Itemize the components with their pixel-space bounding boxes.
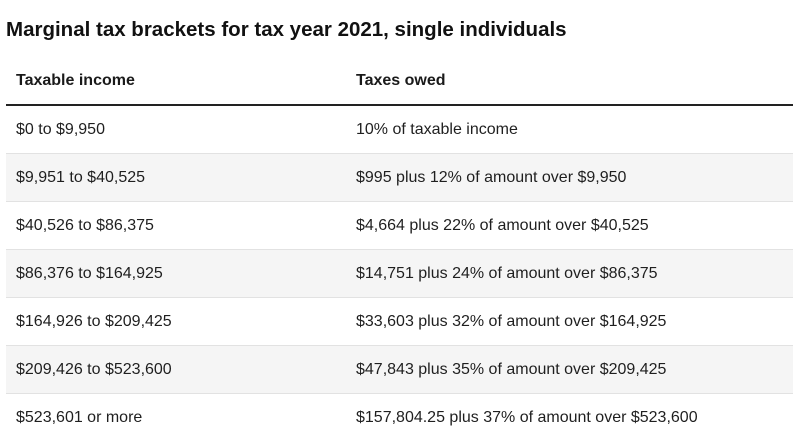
tax-brackets-table: Taxable income Taxes owed $0 to $9,950 1… [6,58,793,441]
taxable-income-cell: $0 to $9,950 [6,105,346,154]
taxes-owed-cell: $47,843 plus 35% of amount over $209,425 [346,346,793,394]
column-header-taxable-income: Taxable income [6,58,346,105]
taxes-owed-cell: 10% of taxable income [346,105,793,154]
taxable-income-cell: $86,376 to $164,925 [6,250,346,298]
taxes-owed-cell: $4,664 plus 22% of amount over $40,525 [346,202,793,250]
header-row: Taxable income Taxes owed [6,58,793,105]
page-title: Marginal tax brackets for tax year 2021,… [6,16,567,44]
table-row: $209,426 to $523,600 $47,843 plus 35% of… [6,346,793,394]
table-row: $86,376 to $164,925 $14,751 plus 24% of … [6,250,793,298]
table-row: $40,526 to $86,375 $4,664 plus 22% of am… [6,202,793,250]
table-body: $0 to $9,950 10% of taxable income $9,95… [6,105,793,441]
taxes-owed-cell: $157,804.25 plus 37% of amount over $523… [346,394,793,441]
column-header-taxes-owed: Taxes owed [346,58,793,105]
taxable-income-cell: $523,601 or more [6,394,346,441]
taxable-income-cell: $209,426 to $523,600 [6,346,346,394]
taxable-income-cell: $40,526 to $86,375 [6,202,346,250]
table-row: $164,926 to $209,425 $33,603 plus 32% of… [6,298,793,346]
taxes-owed-cell: $33,603 plus 32% of amount over $164,925 [346,298,793,346]
taxes-owed-cell: $995 plus 12% of amount over $9,950 [346,154,793,202]
taxes-owed-cell: $14,751 plus 24% of amount over $86,375 [346,250,793,298]
taxable-income-cell: $164,926 to $209,425 [6,298,346,346]
table-row: $523,601 or more $157,804.25 plus 37% of… [6,394,793,441]
table-row: $0 to $9,950 10% of taxable income [6,105,793,154]
table-row: $9,951 to $40,525 $995 plus 12% of amoun… [6,154,793,202]
table-header: Taxable income Taxes owed [6,58,793,105]
taxable-income-cell: $9,951 to $40,525 [6,154,346,202]
